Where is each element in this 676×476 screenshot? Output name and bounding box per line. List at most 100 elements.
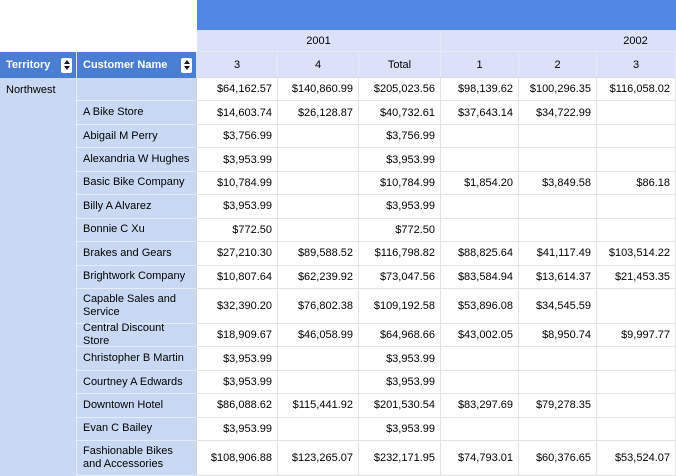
value-cell: $64,968.66 xyxy=(359,323,441,348)
table-row: $64,162.57 $140,860.99 $205,023.56 $98,139.… xyxy=(0,78,676,102)
customer-name-cell: Brightwork Company xyxy=(77,265,197,289)
value-cell: $21,453.35 xyxy=(597,265,676,289)
table-row: Alexandria W Hughes $3,953.99 $3,953.99 xyxy=(0,148,676,172)
value-cell xyxy=(441,148,519,172)
value-cell: $10,784.99 xyxy=(197,171,278,196)
value-cell: $86.18 xyxy=(597,171,676,196)
column-header-2002-2: 2 xyxy=(519,52,597,78)
table-row: Downtown Hotel $86,088.62 $115,441.92 $201,… xyxy=(0,394,676,418)
table-row: Bonnie C Xu $772.50 $772.50 xyxy=(0,218,676,243)
value-cell: $32,390.20 xyxy=(197,288,278,324)
value-cell: $116,058.02 xyxy=(597,78,676,102)
value-cell xyxy=(519,417,597,442)
sort-icon[interactable] xyxy=(181,57,192,73)
sort-icon[interactable] xyxy=(61,57,72,73)
value-cell xyxy=(441,195,519,219)
value-cell: $100,296.35 xyxy=(519,78,597,102)
value-cell: $74,793.01 xyxy=(441,441,519,476)
customer-header-label: Customer Name xyxy=(83,59,168,71)
value-cell: $53,896.08 xyxy=(441,288,519,324)
value-cell: $3,953.99 xyxy=(359,370,441,395)
customer-name-cell: Central Discount Store xyxy=(77,322,197,348)
value-cell: $9,997.77 xyxy=(597,323,676,348)
value-cell: $18,909.67 xyxy=(197,323,278,348)
value-cell: $89,588.52 xyxy=(278,242,359,266)
value-cell xyxy=(519,370,597,395)
value-cell: $88,825.64 xyxy=(441,242,519,266)
table-body: $64,162.57 $140,860.99 $205,023.56 $98,139.… xyxy=(0,78,676,476)
value-cell: $3,953.99 xyxy=(197,370,278,395)
table-row: Capable Sales and Service $32,390.20 $76,8… xyxy=(0,288,676,324)
value-cell: $3,953.99 xyxy=(197,347,278,371)
value-cell xyxy=(441,370,519,395)
territory-group-cell: Northwest xyxy=(0,78,77,476)
value-cell: $60,376.65 xyxy=(519,441,597,476)
value-cell xyxy=(278,370,359,395)
value-cell: $3,756.99 xyxy=(359,124,441,149)
value-cell xyxy=(278,195,359,219)
value-cell: $123,265.07 xyxy=(278,441,359,476)
customer-name-cell: Downtown Hotel xyxy=(77,394,197,418)
customer-name-cell: A Bike Store xyxy=(77,101,197,125)
customer-name-cell: Brakes and Gears xyxy=(77,242,197,266)
value-cell: $86,088.62 xyxy=(197,394,278,418)
value-cell xyxy=(441,347,519,371)
value-cell: $3,953.99 xyxy=(197,417,278,442)
value-cell: $53,524.07 xyxy=(597,441,676,476)
table-row: A Bike Store $14,603.74 $26,128.87 $40,732.… xyxy=(0,101,676,125)
customer-name-cell: Abigail M Perry xyxy=(77,124,197,149)
value-cell xyxy=(597,370,676,395)
value-cell: $46,058.99 xyxy=(278,323,359,348)
value-cell: $43,002.05 xyxy=(441,323,519,348)
value-cell xyxy=(597,394,676,418)
customer-name-cell xyxy=(77,78,197,102)
table-row: Courtney A Edwards $3,953.99 $3,953.99 xyxy=(0,370,676,395)
value-cell: $3,849.58 xyxy=(519,171,597,196)
customer-name-cell: Evan C Bailey xyxy=(77,417,197,442)
value-cell: $3,953.99 xyxy=(359,417,441,442)
value-cell: $83,584.94 xyxy=(441,265,519,289)
value-cell: $64,162.57 xyxy=(197,78,278,102)
territory-column-header: Territory xyxy=(0,52,77,78)
value-cell: $109,192.58 xyxy=(359,288,441,324)
value-cell xyxy=(278,347,359,371)
value-cell: $772.50 xyxy=(359,218,441,243)
customer-name-cell: Basic Bike Company xyxy=(77,171,197,196)
value-cell: $3,953.99 xyxy=(197,148,278,172)
value-cell: $205,023.56 xyxy=(359,78,441,102)
customer-name-cell: Bonnie C Xu xyxy=(77,218,197,243)
value-cell xyxy=(441,218,519,243)
year-label: 2002 xyxy=(623,34,648,47)
value-cell xyxy=(519,148,597,172)
value-cell: $3,953.99 xyxy=(359,195,441,219)
value-cell: $73,047.56 xyxy=(359,265,441,289)
value-cell: $34,722.99 xyxy=(519,101,597,125)
table-row: Evan C Bailey $3,953.99 $3,953.99 xyxy=(0,417,676,442)
table-row: Abigail M Perry $3,756.99 $3,756.99 xyxy=(0,124,676,149)
value-cell xyxy=(441,417,519,442)
value-cell: $3,953.99 xyxy=(359,148,441,172)
table-row: Brightwork Company $10,807.64 $62,239.92 $7… xyxy=(0,265,676,289)
value-cell xyxy=(597,417,676,442)
table-row: Billy A Alvarez $3,953.99 $3,953.99 xyxy=(0,195,676,219)
value-cell: $1,854.20 xyxy=(441,171,519,196)
sort-up-triangle xyxy=(183,60,190,64)
value-cell xyxy=(597,347,676,371)
value-cell xyxy=(278,171,359,196)
value-cell: $76,802.38 xyxy=(278,288,359,324)
value-cell xyxy=(278,218,359,243)
value-cell: $108,906.88 xyxy=(197,441,278,476)
customer-name-cell: Christopher B Martin xyxy=(77,347,197,371)
value-cell xyxy=(597,288,676,324)
table-row: Brakes and Gears $27,210.30 $89,588.52 $116… xyxy=(0,242,676,266)
header-band xyxy=(197,0,676,30)
value-cell xyxy=(278,124,359,149)
value-cell xyxy=(278,417,359,442)
value-cell: $3,953.99 xyxy=(359,347,441,371)
customer-name-cell: Fashionable Bikes and Accessories xyxy=(77,441,197,476)
territory-header-label: Territory xyxy=(6,59,51,71)
table-row: Christopher B Martin $3,953.99 $3,953.99 xyxy=(0,347,676,371)
value-cell: $26,128.87 xyxy=(278,101,359,125)
customer-name-cell: Alexandria W Hughes xyxy=(77,148,197,172)
value-cell: $232,171.95 xyxy=(359,441,441,476)
